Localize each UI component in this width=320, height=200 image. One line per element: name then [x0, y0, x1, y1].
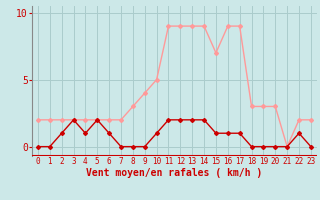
- X-axis label: Vent moyen/en rafales ( km/h ): Vent moyen/en rafales ( km/h ): [86, 168, 262, 178]
